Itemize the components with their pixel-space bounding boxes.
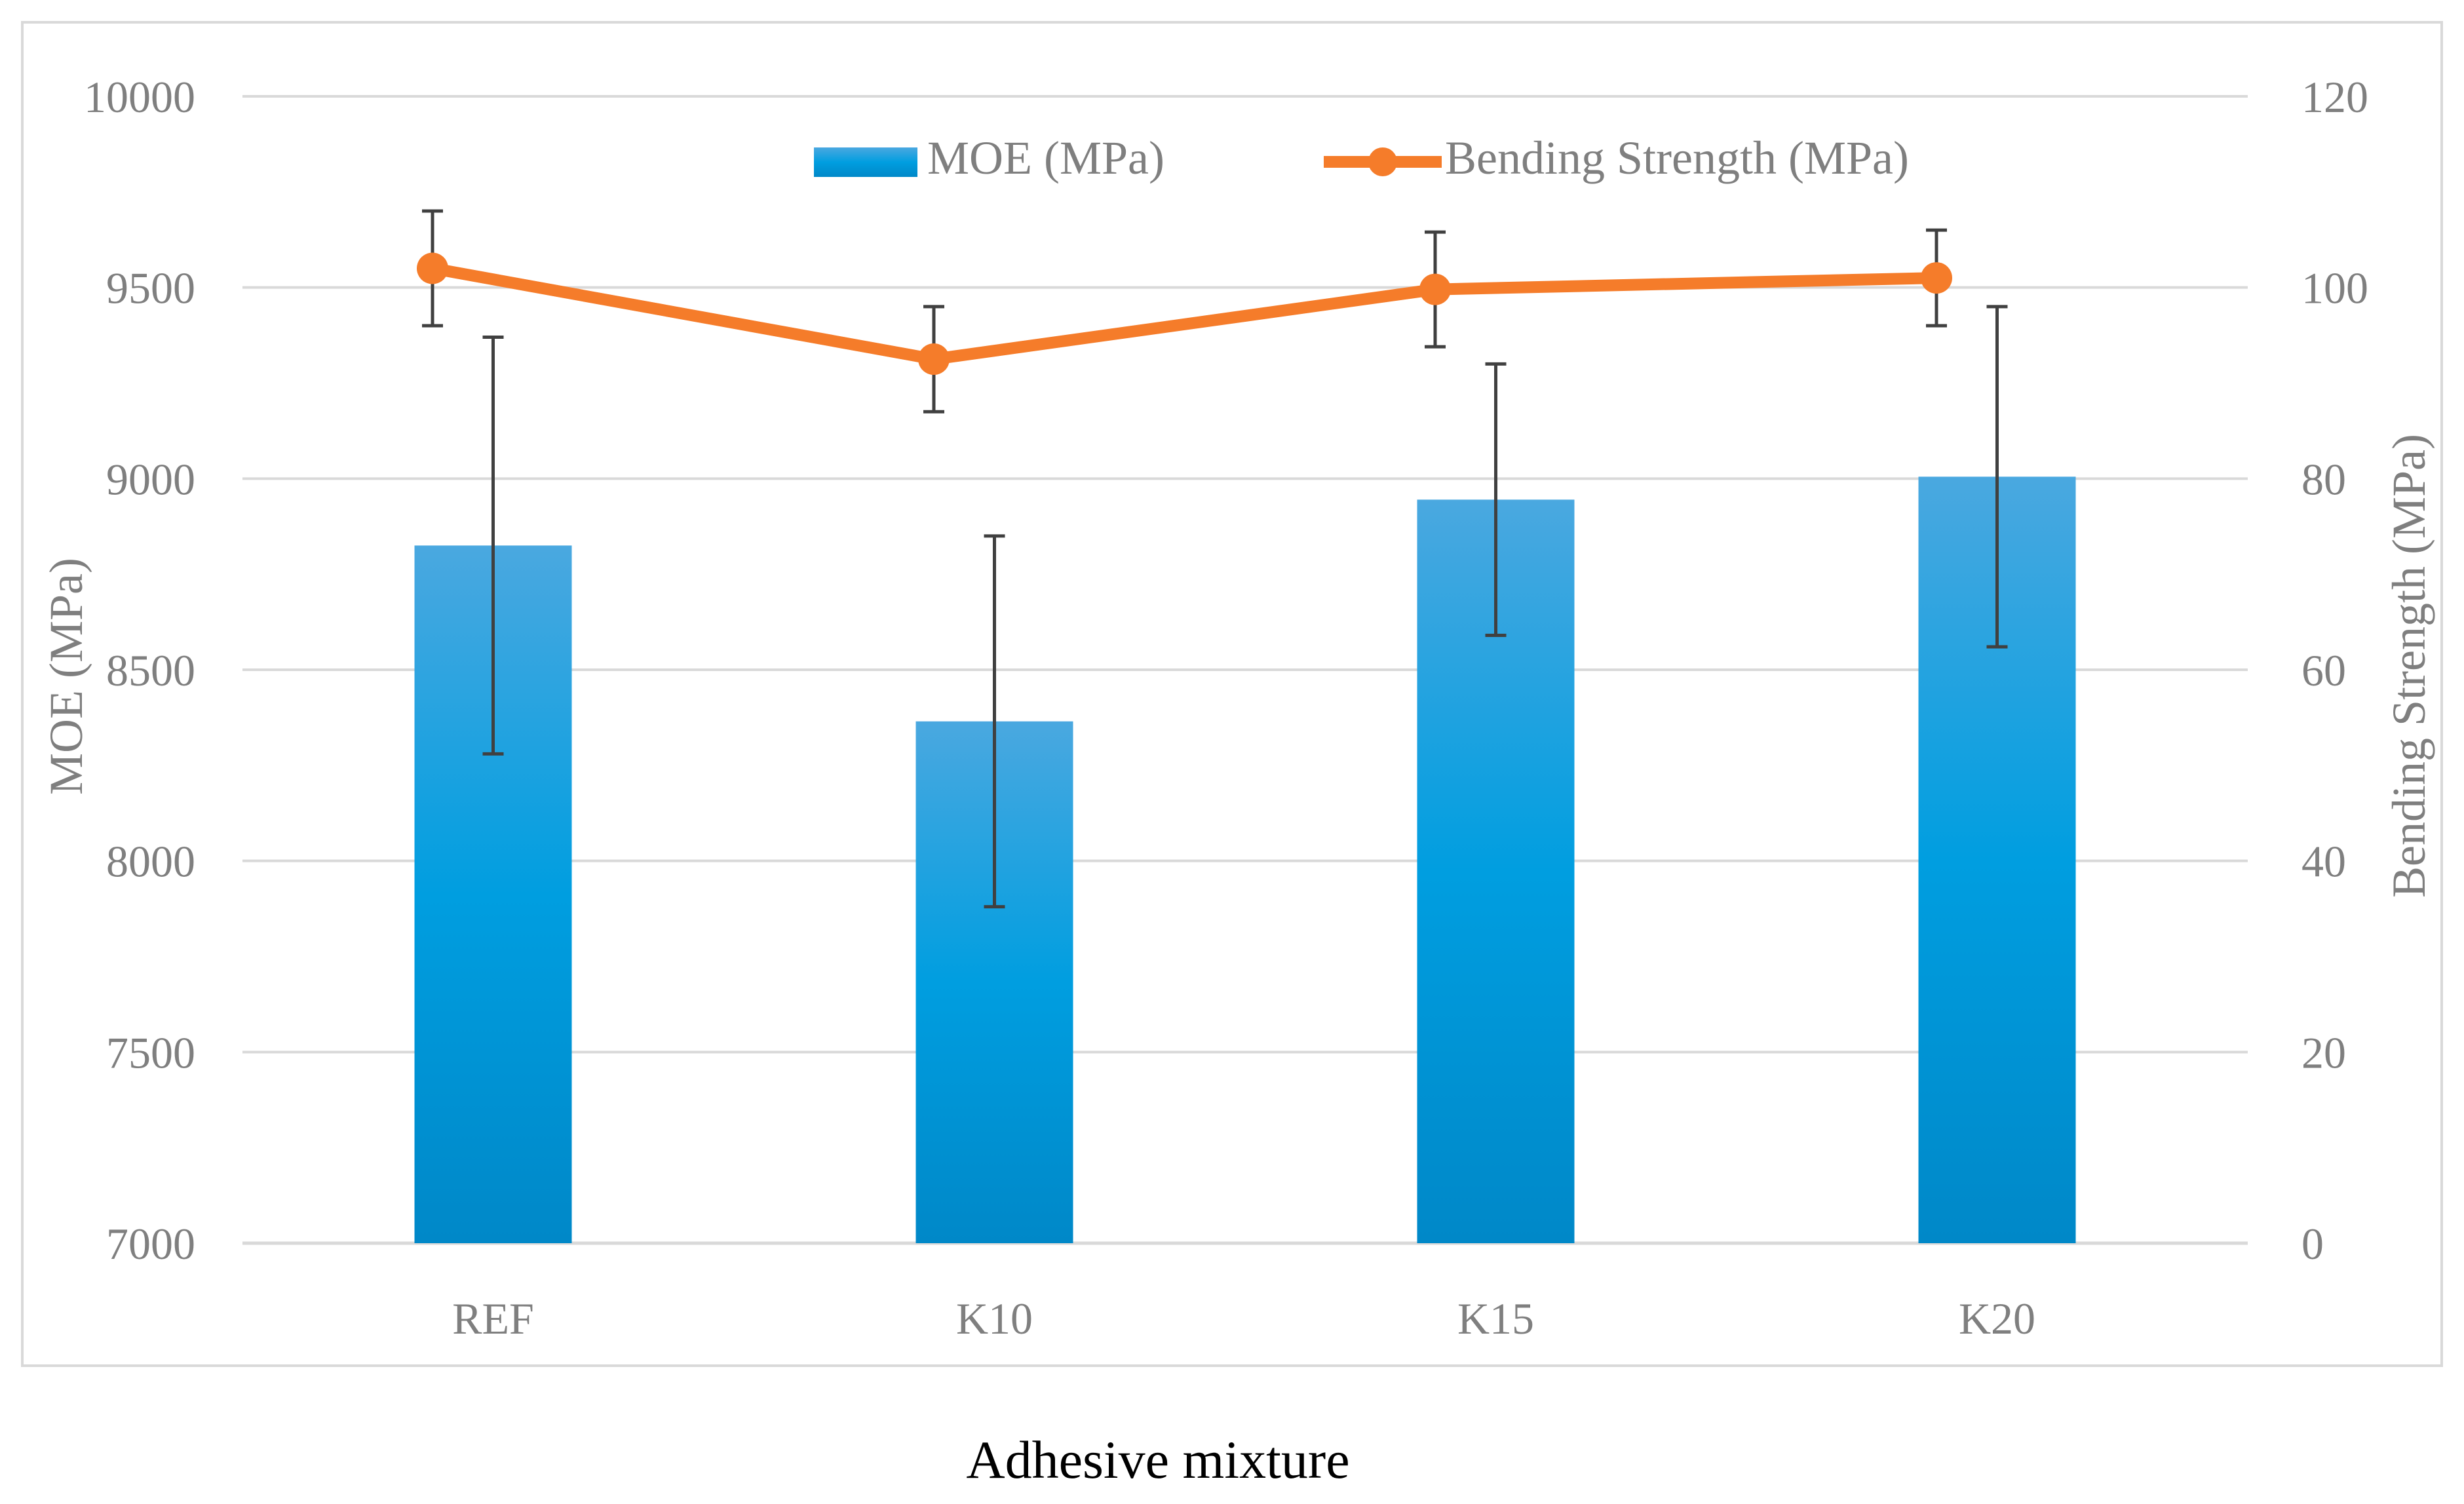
- bending-strength-line: [417, 209, 1952, 414]
- chart-area-border: [21, 21, 2443, 1367]
- y-axis-title: MOE (MPa): [40, 558, 92, 795]
- gridlines: [242, 95, 2248, 1245]
- y2-tick-label: 80: [2301, 454, 2346, 504]
- x-axis-ticks: REF K10 K15 K20: [452, 1294, 2035, 1343]
- y2-tick-label: 40: [2301, 837, 2346, 887]
- y2-tick-label: 120: [2301, 72, 2368, 122]
- y2-tick-label: 20: [2301, 1028, 2346, 1077]
- y2-tick-label: 0: [2301, 1219, 2324, 1269]
- y2-axis-title: Bending Strength (MPa): [2383, 434, 2435, 898]
- y-tick-label: 7000: [106, 1219, 195, 1269]
- x-tick-label: K10: [956, 1294, 1033, 1343]
- x-tick-label: K20: [1959, 1294, 2035, 1343]
- y-tick-label: 9000: [106, 454, 195, 504]
- y2-tick-label: 100: [2301, 263, 2368, 313]
- right-axis-ticks: 0 20 40 60 80 100 120: [2301, 72, 2368, 1269]
- y-tick-label: 8000: [106, 837, 195, 887]
- series-line: [431, 262, 1937, 366]
- line-point: [918, 343, 950, 376]
- y-tick-label: 7500: [106, 1028, 195, 1077]
- x-axis-title: Adhesive mixture: [966, 1430, 1349, 1490]
- legend-marker-bending: [1368, 147, 1397, 176]
- x-tick-label: REF: [452, 1294, 534, 1343]
- x-tick-label: K15: [1457, 1294, 1534, 1343]
- legend-label-moe: MOE (MPa): [927, 132, 1165, 184]
- line-point: [1419, 273, 1451, 305]
- legend-swatch-moe: [814, 147, 917, 177]
- line-point: [1921, 262, 1952, 294]
- line-point: [417, 252, 448, 284]
- left-axis-ticks: 7000 7500 8000 8500 9000 9500 10000: [84, 72, 195, 1269]
- y-tick-label: 10000: [84, 72, 195, 122]
- legend: MOE (MPa) Bending Strength (MPa): [814, 132, 1909, 184]
- y2-tick-label: 60: [2301, 646, 2346, 695]
- legend-label-bending: Bending Strength (MPa): [1445, 132, 1909, 184]
- y-tick-label: 9500: [106, 263, 195, 313]
- moe-error-bars: [482, 305, 2008, 909]
- y-tick-label: 8500: [106, 646, 195, 695]
